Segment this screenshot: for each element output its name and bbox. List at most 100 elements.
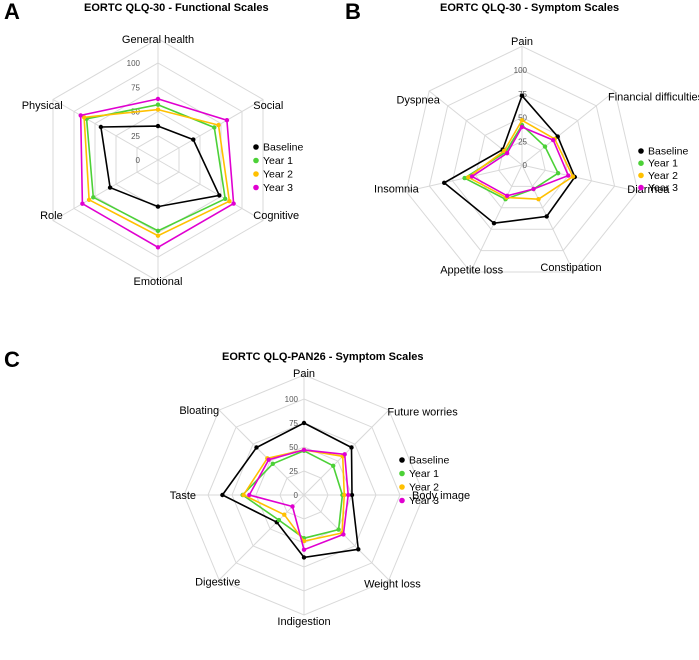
legend-label-year-1: Year 1 — [648, 158, 678, 170]
data-point-year-3-physical — [78, 113, 83, 118]
axis-label-indigestion: Indigestion — [277, 616, 330, 628]
legend-label-baseline: Baseline — [409, 455, 449, 467]
data-point-baseline-weight-loss — [356, 547, 361, 552]
legend-label-baseline: Baseline — [263, 142, 303, 154]
data-point-year-3-constipation — [531, 186, 536, 192]
data-point-year-2-digestive — [282, 512, 287, 517]
axis-label-digestive: Digestive — [195, 576, 240, 588]
tick-label: 0 — [136, 156, 141, 165]
data-point-baseline-bloating — [254, 445, 259, 450]
data-point-year-1-social — [212, 125, 217, 130]
panel-label-c: C — [4, 347, 20, 372]
legend-label-year-2: Year 2 — [409, 482, 439, 494]
data-point-year-2-physical — [81, 115, 87, 120]
tick-label: 0 — [294, 491, 299, 500]
radar-chart-pan26-symptom-scales: 0 25 50 75 100 Pain Future worries Body image We… — [170, 368, 470, 628]
data-point-baseline-future-worries — [349, 445, 354, 450]
data-point-year-3-appetite-loss — [505, 193, 510, 198]
legend-marker-year-1 — [399, 470, 405, 477]
data-point-year-1-future-worries — [331, 463, 336, 468]
data-point-year-1-financial-difficulties — [542, 144, 548, 149]
axis-label-insomnia: Insomnia — [374, 184, 420, 196]
grid-spoke — [521, 164, 638, 192]
grid-spoke — [303, 409, 390, 496]
grid-ring — [428, 69, 616, 252]
data-point-year-2-pain — [519, 118, 525, 123]
chart-title-symptom: EORTC QLQ-30 - Symptom Scales — [440, 2, 620, 14]
data-point-baseline-taste — [220, 492, 225, 498]
grid-spoke — [521, 164, 574, 273]
data-point-year-2-role — [86, 197, 92, 202]
grid-spoke — [52, 98, 159, 161]
legend-marker-baseline — [638, 148, 644, 154]
tick-label: 75 — [289, 419, 298, 428]
legend-label-year-2: Year 2 — [263, 169, 293, 181]
tick-label: 100 — [127, 59, 141, 68]
data-point-year-2-diarrhea — [570, 174, 576, 179]
radar-chart-symptom-scales: 0255075100PainFinancial difficultiesDiar… — [374, 36, 699, 277]
data-point-year-1-weight-loss — [336, 527, 341, 532]
data-point-year-2-taste — [241, 492, 246, 498]
data-point-baseline-social — [191, 137, 196, 142]
grid-spoke — [470, 164, 523, 273]
data-point-baseline-emotional — [155, 204, 161, 209]
data-point-year-2-indigestion — [301, 538, 307, 544]
legend-marker-baseline — [253, 144, 259, 150]
axis-label-constipation: Constipation — [540, 262, 601, 274]
series-line-baseline — [442, 94, 576, 225]
data-point-year-2-insomnia — [466, 175, 471, 180]
data-point-baseline-insomnia — [442, 180, 447, 185]
axis-label-emotional: Emotional — [134, 276, 183, 288]
data-point-year-3-bloating — [266, 457, 271, 462]
data-point-year-3-social — [224, 118, 230, 123]
axis-label-future-worries: Future worries — [387, 407, 458, 419]
grid-spoke — [52, 159, 159, 222]
data-point-year-3-future-worries — [342, 452, 347, 457]
tick-label: 0 — [523, 161, 528, 170]
chart-title-pan26: EORTC QLQ-PAN26 - Symptom Scales — [222, 351, 424, 363]
axis-label-bloating: Bloating — [179, 405, 219, 417]
data-point-year-3-general-health — [155, 96, 161, 102]
tick-label: 100 — [285, 395, 299, 404]
tick-label: 50 — [289, 443, 298, 452]
data-point-baseline-pain — [519, 93, 525, 98]
data-point-year-1-insomnia — [462, 175, 467, 181]
axis-label-body-image: Body image — [412, 490, 470, 502]
data-point-baseline-general-health — [155, 123, 161, 129]
legend-marker-baseline — [399, 457, 405, 463]
data-point-year-1-general-health — [155, 102, 161, 107]
tick-label: 25 — [131, 132, 140, 141]
tick-label: 100 — [514, 66, 528, 75]
data-point-year-3-pain — [519, 124, 525, 130]
grid-spoke — [218, 494, 305, 581]
axis-label-dyspnea: Dyspnea — [396, 95, 440, 107]
data-point-year-3-insomnia — [469, 174, 475, 179]
legend-marker-year-2 — [253, 171, 259, 177]
data-point-year-1-digestive — [276, 517, 282, 523]
data-point-year-2-body-image — [342, 492, 347, 498]
series-line-year-2 — [466, 119, 574, 201]
legend-marker-year-3 — [253, 184, 259, 191]
data-point-year-3-pain — [301, 447, 307, 453]
data-point-baseline-pain — [301, 420, 307, 426]
chart-title-functional: EORTC QLQ-30 - Functional Scales — [84, 2, 269, 14]
axis-label-social: Social — [253, 100, 283, 112]
data-point-baseline-physical — [98, 124, 104, 130]
series-line-year-3 — [470, 125, 570, 197]
data-point-baseline-role — [107, 185, 113, 190]
legend-label-year-3: Year 3 — [263, 182, 293, 194]
grid-spoke — [157, 159, 264, 222]
data-point-year-3-indigestion — [301, 547, 307, 552]
legend-marker-year-1 — [253, 157, 259, 164]
grid-spoke — [218, 409, 305, 496]
legend-label-year-2: Year 2 — [648, 170, 678, 182]
legend-marker-year-1 — [638, 160, 644, 166]
tick-label: 25 — [518, 137, 527, 146]
grid-spoke — [157, 98, 264, 161]
axis-label-taste: Taste — [170, 490, 196, 502]
data-point-year-3-weight-loss — [341, 532, 346, 537]
legend-label-year-3: Year 3 — [648, 182, 678, 194]
tick-label: 75 — [131, 83, 140, 92]
data-point-year-2-general-health — [155, 107, 161, 112]
